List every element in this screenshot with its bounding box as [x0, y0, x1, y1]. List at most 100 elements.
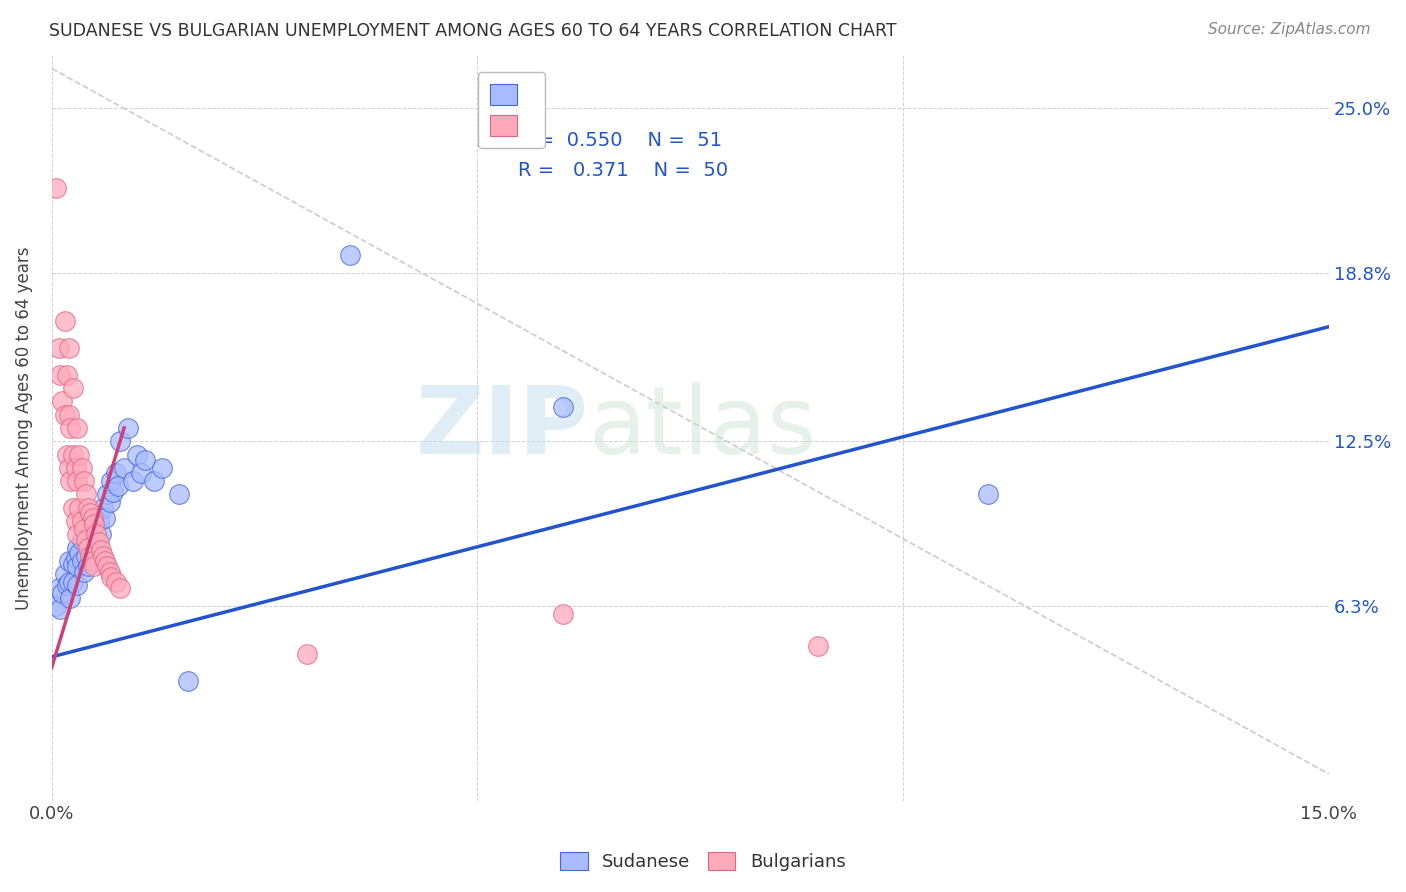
Point	[91, 500, 114, 515]
Text: ZIP: ZIP	[415, 382, 588, 474]
Point	[76, 500, 98, 515]
Point	[117, 421, 139, 435]
Point	[83, 514, 105, 528]
Point	[90, 527, 112, 541]
Point	[76, 559, 98, 574]
Text: R =   0.371    N =  50: R = 0.371 N = 50	[517, 161, 728, 180]
Point	[90, 543, 112, 558]
Point	[83, 516, 105, 531]
Point	[56, 368, 79, 382]
Point	[65, 514, 87, 528]
Point	[100, 570, 122, 584]
Point	[66, 527, 89, 541]
Point	[70, 514, 93, 528]
Point	[101, 484, 124, 499]
Point	[82, 511, 104, 525]
Point	[79, 549, 101, 563]
Point	[62, 557, 84, 571]
Point	[67, 546, 90, 560]
Point	[339, 248, 361, 262]
Text: R =  0.550    N =  51: R = 0.550 N = 51	[517, 131, 723, 151]
Point	[84, 549, 107, 563]
Point	[53, 567, 76, 582]
Point	[73, 522, 96, 536]
Point	[66, 474, 89, 488]
Point	[48, 581, 70, 595]
Y-axis label: Unemployment Among Ages 60 to 64 years: Unemployment Among Ages 60 to 64 years	[15, 246, 32, 609]
Point	[49, 368, 72, 382]
Point	[82, 524, 104, 539]
Legend: Sudanese, Bulgarians: Sudanese, Bulgarians	[553, 845, 853, 879]
Point	[112, 460, 135, 475]
Point	[45, 181, 67, 195]
Point	[107, 479, 129, 493]
Point	[104, 466, 127, 480]
Point	[66, 559, 89, 574]
Point	[177, 673, 200, 688]
Point	[807, 639, 830, 653]
Point	[142, 474, 165, 488]
Point	[82, 554, 104, 568]
Point	[58, 575, 80, 590]
Point	[96, 559, 118, 574]
Point	[53, 314, 76, 328]
Point	[67, 448, 90, 462]
Point	[66, 541, 89, 555]
Point	[59, 421, 82, 435]
Point	[551, 607, 574, 622]
Point	[75, 549, 97, 563]
Point	[56, 578, 79, 592]
Text: SUDANESE VS BULGARIAN UNEMPLOYMENT AMONG AGES 60 TO 64 YEARS CORRELATION CHART: SUDANESE VS BULGARIAN UNEMPLOYMENT AMONG…	[49, 22, 897, 40]
Point	[45, 599, 67, 614]
Point	[108, 434, 131, 449]
Point	[91, 549, 114, 563]
Point	[62, 448, 84, 462]
Point	[59, 591, 82, 606]
Point	[76, 541, 98, 555]
Point	[58, 408, 80, 422]
Point	[100, 474, 122, 488]
Point	[93, 511, 115, 525]
Point	[62, 500, 84, 515]
Point	[84, 527, 107, 541]
Point	[108, 581, 131, 595]
Point	[551, 400, 574, 414]
Point	[48, 341, 70, 355]
Point	[56, 448, 79, 462]
Point	[62, 575, 84, 590]
Point	[51, 394, 73, 409]
Point	[152, 460, 174, 475]
Point	[65, 460, 87, 475]
Point	[87, 535, 110, 549]
Point	[121, 474, 143, 488]
Point	[67, 500, 90, 515]
Point	[62, 381, 84, 395]
Point	[58, 554, 80, 568]
Point	[66, 578, 89, 592]
Point	[53, 408, 76, 422]
Point	[134, 453, 156, 467]
Point	[70, 533, 93, 547]
Point	[73, 565, 96, 579]
Point	[79, 541, 101, 555]
Point	[98, 565, 121, 579]
Point	[65, 551, 87, 566]
Point	[75, 487, 97, 501]
Point	[75, 527, 97, 541]
Point	[58, 460, 80, 475]
Point	[58, 341, 80, 355]
Point	[49, 602, 72, 616]
Point	[129, 466, 152, 480]
Point	[59, 474, 82, 488]
Point	[83, 559, 105, 574]
Point	[96, 487, 118, 501]
Point	[125, 448, 148, 462]
Point	[169, 487, 191, 501]
Point	[83, 535, 105, 549]
Point	[977, 487, 1000, 501]
Text: atlas: atlas	[588, 382, 817, 474]
Point	[75, 533, 97, 547]
Point	[66, 421, 89, 435]
Legend: , : ,	[478, 72, 544, 148]
Point	[87, 514, 110, 528]
